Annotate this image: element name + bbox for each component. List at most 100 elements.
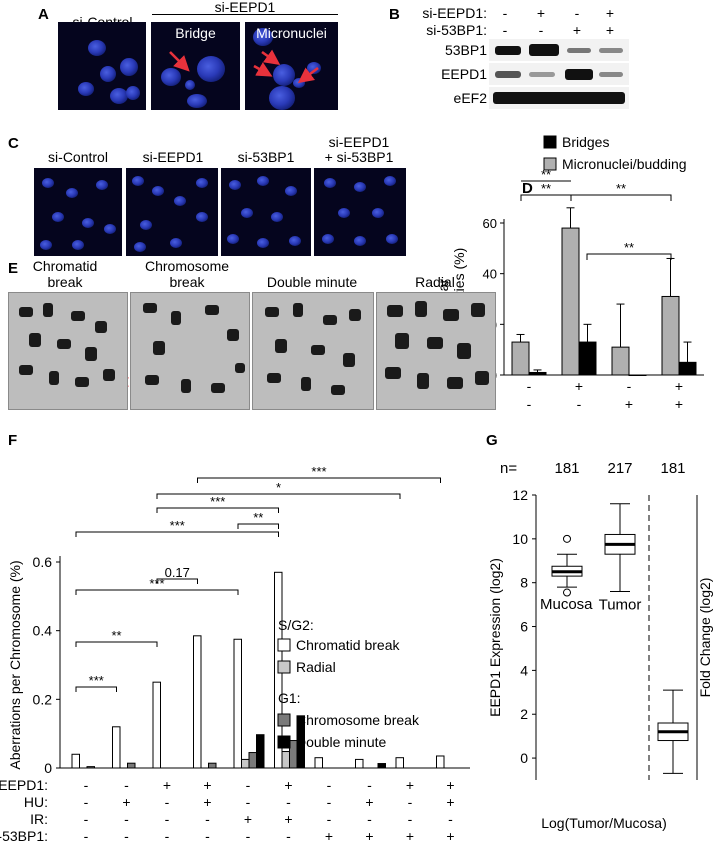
chart-f: Aberrations per Chromosome (%) 0 0.2 0.4 0.6…	[0, 464, 470, 841]
legend-label-f-1: Radial	[296, 659, 336, 675]
panelB-val: -	[502, 22, 508, 38]
micrograph-a-bridge	[151, 22, 240, 110]
bar-d-1-3	[661, 295, 680, 376]
cond-value-f-1-8: -	[408, 794, 413, 810]
cond-value-f-3-1: -	[124, 828, 129, 841]
cond-value-f-2-4: +	[244, 811, 252, 827]
n-value-g-2: 181	[660, 460, 685, 477]
cond-value-f-3-6: +	[325, 828, 333, 841]
panelB-val: +	[572, 22, 582, 38]
cond-value-f-0-6: -	[327, 777, 332, 793]
micrograph-c-double	[314, 168, 406, 256]
bar-f-0-2	[152, 681, 161, 769]
outlier-g-0-0	[563, 534, 571, 543]
bar-f-0-6	[314, 757, 323, 769]
ylabel-right-g: Fold Change (log2)	[697, 578, 713, 698]
ylabel-g: EEPD1 Expression (log2)	[487, 558, 503, 717]
cond-value-f-0-7: -	[367, 777, 372, 793]
cond-value-f-0-9: +	[446, 777, 454, 793]
panelE-label-1a: Chromosome	[144, 258, 230, 274]
sig-f-6-label: **	[253, 510, 263, 525]
bar-f-3-5	[296, 715, 305, 769]
panelB-val: -	[574, 5, 580, 21]
cond-value-f-1-1: +	[122, 794, 130, 810]
ytick-label-g-1: 2	[520, 706, 528, 722]
cond-value-f-1-4: -	[246, 794, 251, 810]
panelC-label-3: si-EEPD1	[328, 134, 390, 150]
cond-value-f-1-0: -	[84, 794, 89, 810]
legend-header-f-0: S/G2:	[278, 617, 314, 633]
legend-swatch-d-1	[543, 157, 557, 171]
cond-value-f-2-1: -	[124, 811, 129, 827]
ytick-label-f-3: 0.6	[33, 554, 53, 570]
ytick-label-f-0: 0	[44, 760, 52, 776]
cond-value-f-0-0: -	[84, 777, 89, 793]
bar-f-0-8	[395, 757, 404, 769]
cond-label-f-2: IR:	[30, 811, 48, 827]
bar-d-0-3	[678, 361, 697, 376]
panel-label-c: C	[8, 135, 19, 152]
metaphase-chromosome	[130, 292, 250, 410]
micrograph-c-control	[34, 168, 122, 256]
cond-value-f-1-6: -	[327, 794, 332, 810]
cond-value-f-0-2: +	[163, 777, 171, 793]
panelB-band-eef2: eEF2	[453, 90, 487, 106]
bar-f-2-1	[127, 762, 136, 769]
panel-label-d: D	[522, 180, 533, 197]
cond-value-d-1-0: -	[527, 396, 532, 412]
bar-d-1-2	[611, 346, 630, 376]
cond-value-f-3-5: -	[286, 828, 291, 841]
bar-f-0-3	[193, 635, 202, 769]
ylabel-f: Aberrations per Chromosome (%)	[7, 560, 23, 769]
sig-f-4-label: ***	[170, 518, 185, 533]
n-prefix-g: n=	[500, 460, 517, 477]
panelC-label-4: + si-53BP1	[324, 149, 394, 165]
cond-value-f-0-4: -	[246, 777, 251, 793]
cond-value-f-3-2: -	[165, 828, 170, 841]
blot-eef2	[489, 87, 629, 109]
legend-label-f-2: Chromosome break	[296, 712, 420, 728]
sig-d-2-bracket	[570, 194, 672, 201]
cond-value-f-0-5: +	[284, 777, 292, 793]
metaphase-double-minute	[252, 292, 374, 410]
ytick-label-g-6: 12	[512, 487, 528, 503]
sig-f-0-label: ***	[89, 673, 104, 688]
blot-53bp1	[489, 39, 629, 61]
sig-f-7-bracket	[156, 493, 401, 499]
sig-f-8-label: ***	[311, 464, 326, 479]
ytick-label-f-1: 0.2	[33, 691, 53, 707]
ytick-label-f-2: 0.4	[33, 623, 53, 639]
ytick-label-g-5: 10	[512, 531, 528, 547]
legend-label-f-0: Chromatid break	[296, 637, 400, 653]
bar-d-0-1	[578, 341, 597, 376]
panelA-group-label: si-EEPD1	[214, 0, 276, 15]
cond-value-f-2-2: -	[165, 811, 170, 827]
bar-f-0-1	[112, 726, 121, 769]
arrow-a-mn3	[297, 66, 319, 84]
cond-value-f-2-0: -	[84, 811, 89, 827]
blot-eepd1	[489, 63, 629, 85]
panelE-label-2: Double minute	[266, 274, 358, 290]
arrow-a-mn2	[253, 62, 273, 77]
panel-label-f: F	[8, 432, 18, 449]
cond-value-f-3-0: -	[84, 828, 89, 841]
cond-value-d-0-1: +	[575, 378, 583, 394]
legend-swatch-f-3	[277, 735, 291, 749]
bar-f-0-4	[233, 638, 242, 769]
cond-value-f-2-5: +	[284, 811, 292, 827]
cond-value-f-2-9: -	[448, 811, 453, 827]
cond-value-d-1-1: -	[577, 396, 582, 412]
panel-label-a: A	[38, 6, 49, 23]
sig-f-5-label: ***	[210, 494, 225, 509]
cond-value-f-3-8: +	[406, 828, 414, 841]
sig-d-0-label: **	[541, 181, 551, 196]
cond-value-d-0-0: -	[527, 378, 532, 394]
cond-value-f-1-9: +	[446, 794, 454, 810]
bar-f-3-4	[256, 734, 265, 769]
cond-value-d-1-3: +	[675, 396, 683, 412]
panelB-row-label-eepd1: si-EEPD1:	[422, 5, 487, 21]
bar-f-1-4	[241, 758, 250, 769]
cond-value-f-0-3: +	[203, 777, 211, 793]
bar-f-0-7	[355, 758, 364, 769]
cond-value-f-3-9: +	[446, 828, 454, 841]
